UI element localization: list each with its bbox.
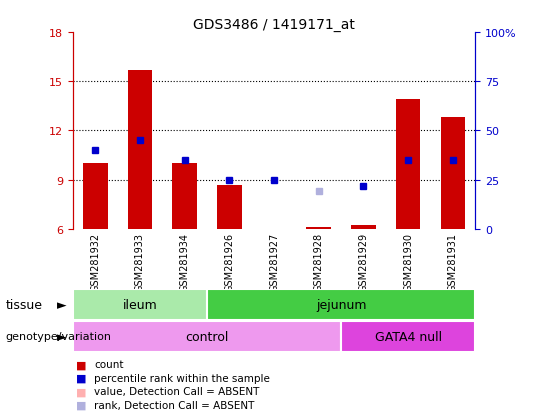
- Text: GSM281926: GSM281926: [224, 232, 234, 291]
- Bar: [341, 321, 475, 352]
- Bar: [172, 164, 197, 229]
- Text: ■: ■: [76, 359, 86, 369]
- Bar: [73, 321, 341, 352]
- Text: value, Detection Call = ABSENT: value, Detection Call = ABSENT: [94, 387, 260, 396]
- Text: ►: ►: [57, 330, 67, 343]
- Bar: [127, 71, 152, 229]
- Text: GSM281934: GSM281934: [180, 232, 190, 291]
- Text: count: count: [94, 359, 124, 369]
- Text: control: control: [185, 330, 228, 343]
- Bar: [441, 118, 465, 229]
- Title: GDS3486 / 1419171_at: GDS3486 / 1419171_at: [193, 18, 355, 32]
- Bar: [207, 289, 475, 320]
- Text: ►: ►: [57, 298, 67, 311]
- Text: GSM281929: GSM281929: [359, 232, 368, 291]
- Bar: [396, 100, 421, 229]
- Bar: [217, 185, 241, 229]
- Text: percentile rank within the sample: percentile rank within the sample: [94, 373, 271, 383]
- Text: tissue: tissue: [5, 298, 43, 311]
- Text: GSM281933: GSM281933: [135, 232, 145, 291]
- Bar: [351, 226, 376, 229]
- Bar: [73, 289, 207, 320]
- Bar: [307, 228, 331, 229]
- Text: ■: ■: [76, 373, 86, 383]
- Text: GSM281928: GSM281928: [314, 232, 324, 291]
- Bar: [83, 164, 107, 229]
- Text: genotype/variation: genotype/variation: [5, 332, 111, 342]
- Text: rank, Detection Call = ABSENT: rank, Detection Call = ABSENT: [94, 400, 255, 410]
- Text: ■: ■: [76, 387, 86, 396]
- Text: GATA4 null: GATA4 null: [375, 330, 442, 343]
- Text: GSM281932: GSM281932: [90, 232, 100, 291]
- Text: ■: ■: [76, 400, 86, 410]
- Text: GSM281930: GSM281930: [403, 232, 413, 291]
- Text: GSM281931: GSM281931: [448, 232, 458, 291]
- Text: ileum: ileum: [123, 298, 157, 311]
- Text: GSM281927: GSM281927: [269, 232, 279, 291]
- Text: jejunum: jejunum: [316, 298, 366, 311]
